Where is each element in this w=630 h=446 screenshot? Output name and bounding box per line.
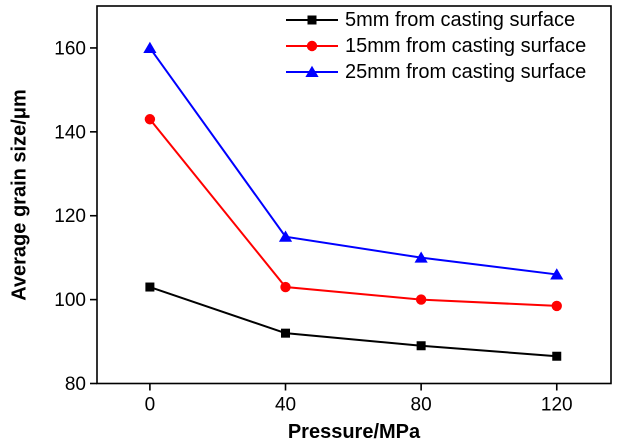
y-axis-title: Average grain size/μm: [8, 89, 31, 301]
x-tick-label: 0: [145, 395, 156, 416]
y-tick-label: 160: [54, 38, 86, 59]
data-point-marker: [416, 341, 426, 351]
plot-frame: [96, 5, 612, 385]
legend-sample-square-icon: [286, 15, 338, 25]
legend-item: 15mm from casting surface: [286, 33, 586, 59]
legend-item: 25mm from casting surface: [286, 59, 586, 85]
y-tick-label: 120: [54, 206, 86, 227]
legend: 5mm from casting surface 15mm from castin…: [286, 7, 586, 85]
data-point-marker: [550, 268, 564, 280]
data-point-marker: [281, 328, 291, 338]
y-tick-label: 100: [54, 290, 86, 311]
y-tick-label: 80: [65, 374, 86, 395]
legend-label: 25mm from casting surface: [345, 60, 587, 83]
series-line: [149, 118, 557, 307]
x-tick-label: 40: [275, 395, 296, 416]
data-point-marker: [415, 294, 427, 305]
data-point-marker: [278, 230, 293, 242]
data-point-marker: [143, 41, 157, 53]
legend-sample-triangle-up-icon: [286, 65, 338, 77]
data-point-marker: [551, 300, 562, 312]
series-line: [149, 286, 557, 358]
data-point-marker: [145, 282, 155, 292]
legend-label: 15mm from casting surface: [345, 34, 587, 57]
legend-label: 5mm from casting surface: [345, 8, 576, 31]
data-point-marker: [414, 251, 428, 263]
data-point-marker: [552, 351, 562, 361]
legend-item: 5mm from casting surface: [286, 7, 586, 33]
x-tick-label: 80: [411, 395, 432, 416]
legend-sample-circle-icon: [286, 40, 338, 52]
x-tick-label: 120: [541, 395, 573, 416]
x-axis-title: Pressure/MPa: [287, 421, 421, 443]
data-point-marker: [280, 281, 291, 293]
series-line: [149, 47, 557, 276]
y-tick-label: 140: [54, 122, 86, 143]
data-point-marker: [144, 114, 156, 125]
